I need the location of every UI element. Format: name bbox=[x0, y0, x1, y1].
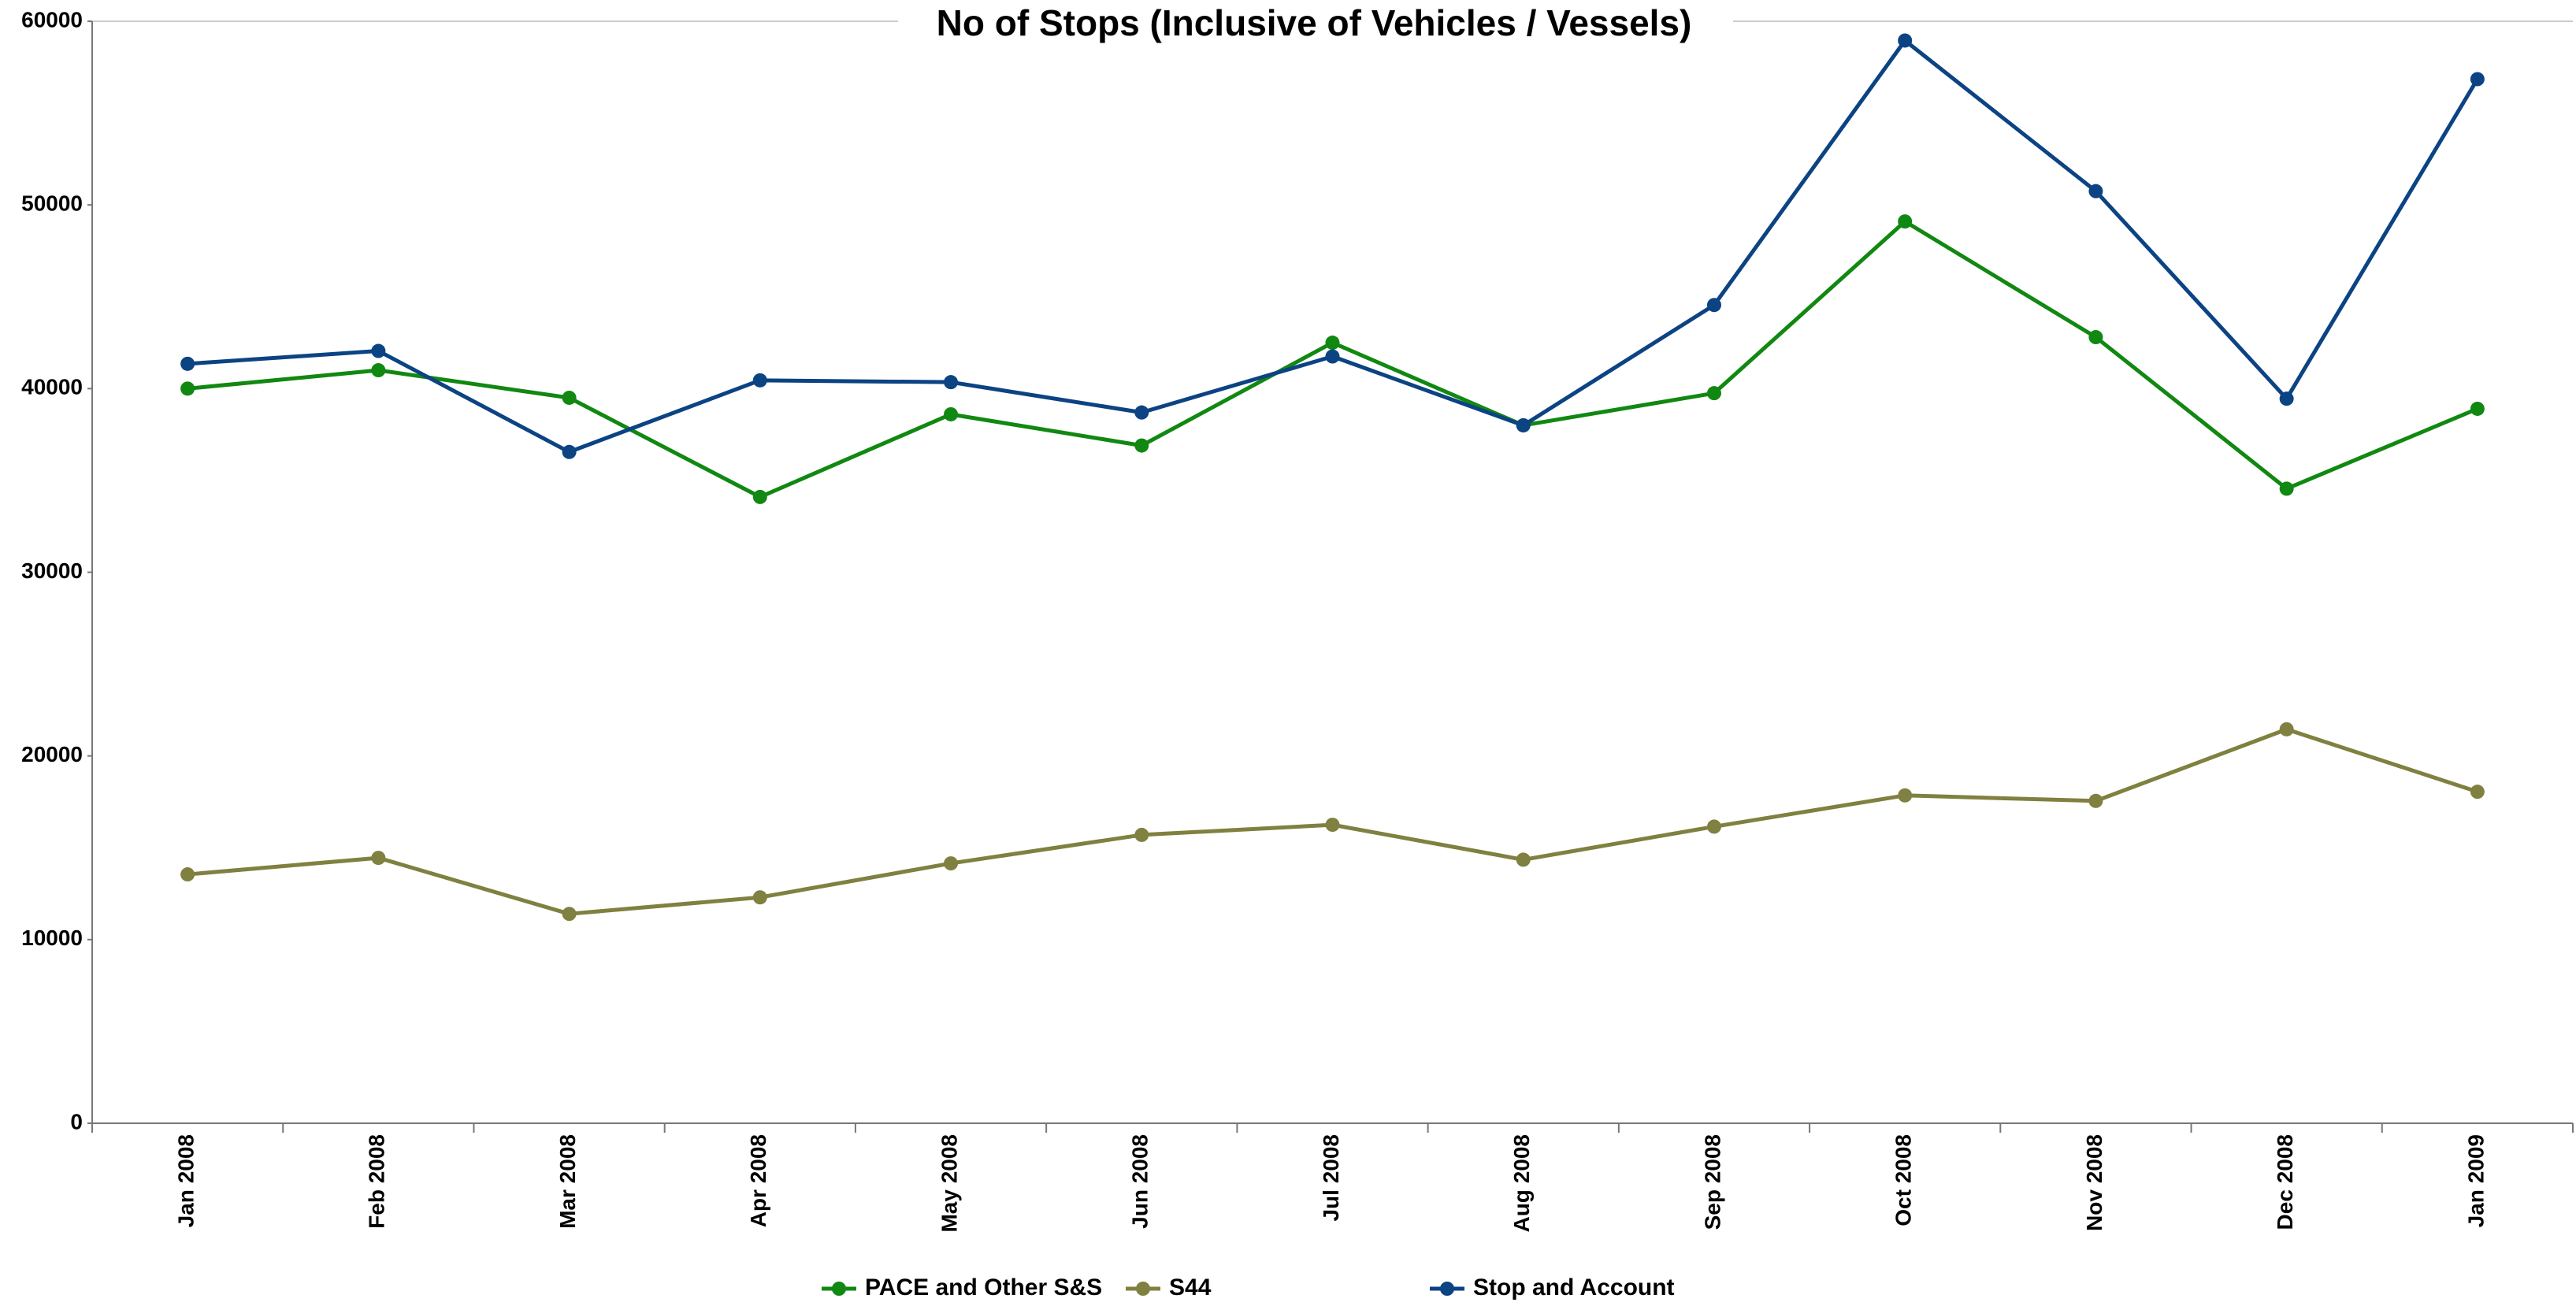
data-point bbox=[752, 373, 767, 388]
y-tick-label: 0 bbox=[70, 1109, 83, 1133]
series-line bbox=[187, 38, 2480, 455]
x-tick-label: Apr 2008 bbox=[746, 1134, 770, 1227]
chart-title: No of Stops (Inclusive of Vehicles / Ves… bbox=[937, 2, 1692, 43]
data-point bbox=[1134, 827, 1149, 842]
x-tick-label: Oct 2008 bbox=[1891, 1134, 1916, 1226]
y-tick-label: 60000 bbox=[21, 7, 83, 32]
legend-swatch-marker bbox=[1440, 1282, 1454, 1296]
data-point bbox=[1898, 788, 1913, 803]
data-point bbox=[562, 390, 577, 405]
x-tick-label: Jan 2009 bbox=[2463, 1134, 2488, 1227]
data-point bbox=[944, 375, 959, 390]
y-tick-label: 40000 bbox=[21, 375, 83, 399]
legend-label: Stop and Account bbox=[1473, 1274, 1675, 1300]
data-point bbox=[1706, 298, 1721, 313]
data-point bbox=[1325, 349, 1340, 364]
y-tick-label: 10000 bbox=[21, 926, 83, 950]
data-point bbox=[1706, 819, 1721, 834]
data-point bbox=[2470, 72, 2485, 87]
data-point bbox=[371, 343, 386, 358]
data-point bbox=[371, 851, 386, 866]
data-point bbox=[180, 867, 195, 882]
data-point bbox=[2470, 785, 2485, 800]
data-point bbox=[752, 890, 767, 905]
data-point bbox=[562, 907, 577, 922]
data-point bbox=[1325, 818, 1340, 833]
x-tick-label: Sep 2008 bbox=[1700, 1134, 1724, 1230]
data-point bbox=[1134, 405, 1149, 420]
x-tick-label: Jun 2008 bbox=[1128, 1134, 1153, 1229]
data-point bbox=[2470, 401, 2485, 416]
data-point bbox=[1134, 438, 1149, 453]
data-point bbox=[2088, 330, 2103, 345]
data-point bbox=[2279, 391, 2294, 406]
x-tick-label: Feb 2008 bbox=[365, 1134, 389, 1229]
x-tick-label: Nov 2008 bbox=[2082, 1134, 2106, 1231]
data-point bbox=[2088, 793, 2103, 808]
data-point bbox=[1898, 214, 1913, 229]
data-point bbox=[944, 406, 959, 421]
data-point bbox=[180, 356, 195, 371]
data-point bbox=[1706, 386, 1721, 401]
legend-label: PACE and Other S&S bbox=[865, 1274, 1102, 1300]
x-tick-label: Dec 2008 bbox=[2273, 1134, 2297, 1230]
y-tick-label: 50000 bbox=[21, 191, 83, 216]
data-point bbox=[1516, 852, 1531, 867]
x-tick-label: Mar 2008 bbox=[555, 1134, 580, 1229]
data-point bbox=[180, 381, 195, 396]
data-point bbox=[562, 444, 577, 459]
x-tick-label: Jan 2008 bbox=[174, 1134, 199, 1227]
data-point bbox=[371, 363, 386, 378]
data-point bbox=[944, 856, 959, 871]
legend-swatch-marker bbox=[832, 1282, 846, 1296]
x-tick-label: May 2008 bbox=[937, 1134, 961, 1233]
data-point bbox=[2279, 481, 2294, 496]
data-point bbox=[1898, 33, 1913, 48]
y-tick-label: 30000 bbox=[21, 558, 83, 583]
data-point bbox=[2088, 184, 2103, 198]
title-background bbox=[898, 0, 1733, 44]
x-tick-label: Aug 2008 bbox=[1509, 1134, 1534, 1233]
legend-label: S44 bbox=[1169, 1274, 1212, 1300]
x-tick-label: Jul 2008 bbox=[1319, 1134, 1343, 1222]
data-point bbox=[1325, 336, 1340, 351]
legend-swatch-marker bbox=[1136, 1282, 1150, 1296]
data-point bbox=[2279, 722, 2294, 736]
y-tick-label: 20000 bbox=[21, 742, 83, 766]
data-point bbox=[752, 489, 767, 504]
data-point bbox=[1516, 417, 1531, 432]
